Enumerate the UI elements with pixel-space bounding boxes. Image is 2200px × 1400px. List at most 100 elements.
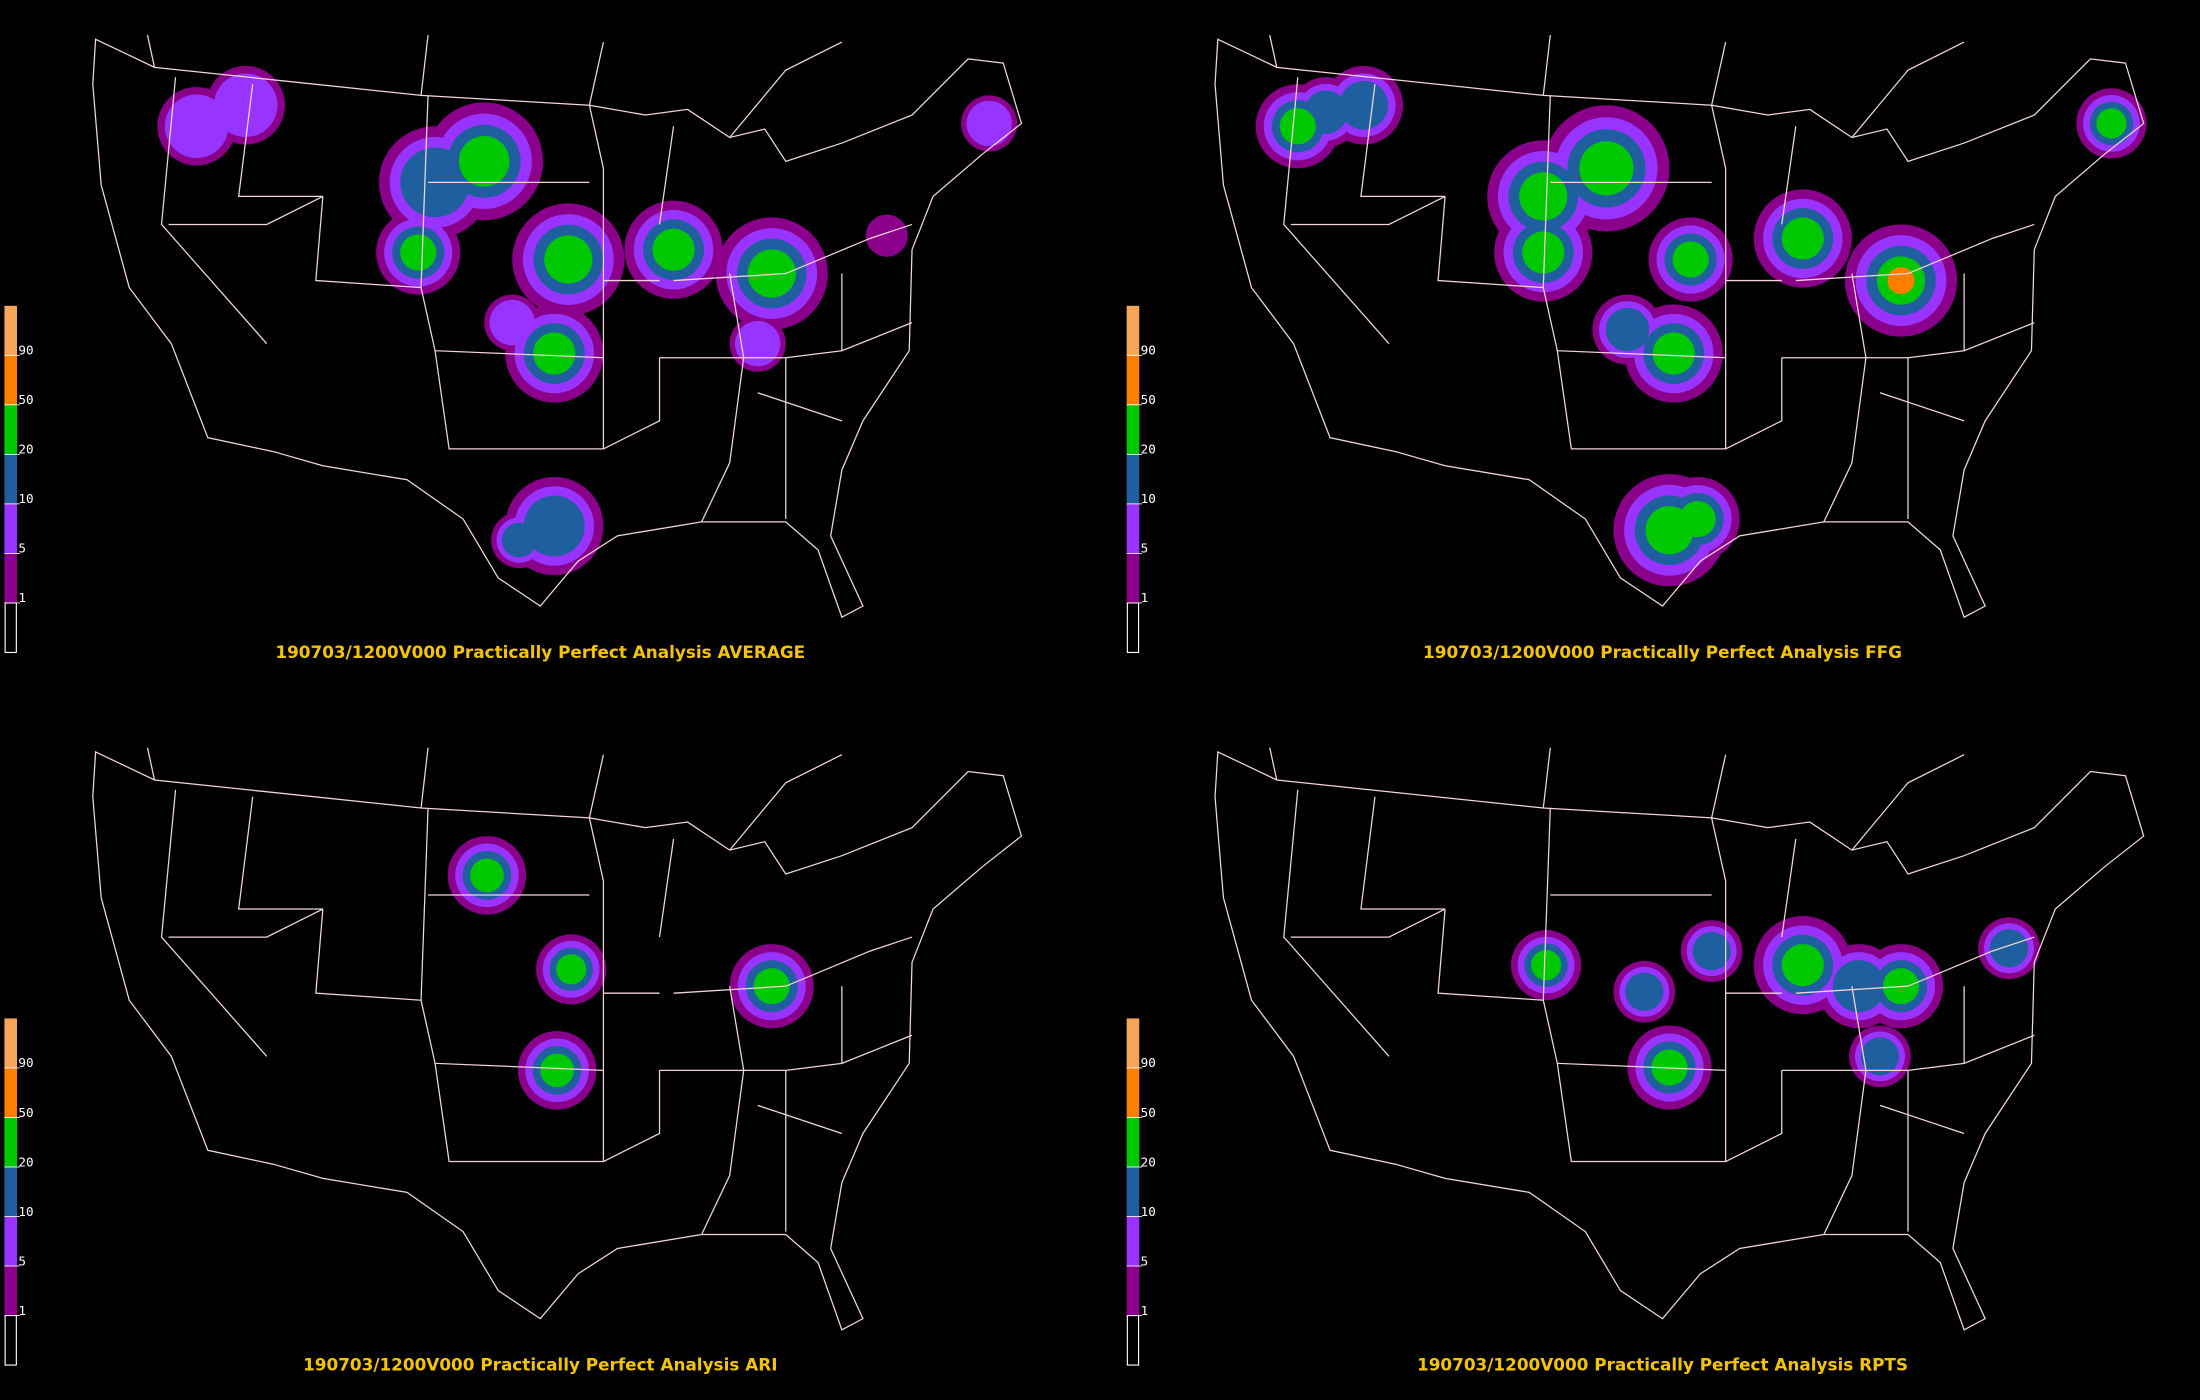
state-boundary (160, 789, 268, 1057)
probability-contour (747, 249, 796, 298)
state-boundary (1290, 908, 1446, 938)
colorbar-segment (1126, 1117, 1140, 1167)
probability-contour (540, 1053, 575, 1088)
state-boundary (1283, 789, 1390, 1057)
probability-contour (865, 214, 908, 257)
state-boundary (701, 273, 745, 523)
colorbar-label: 10 (1141, 1204, 1156, 1219)
state-boundary (603, 357, 661, 450)
probability-contour (501, 522, 537, 558)
state-boundary (1360, 796, 1446, 910)
state-boundary (729, 41, 843, 138)
colorbar-label: 1 (1141, 590, 1149, 605)
colorbar-segment (1126, 503, 1140, 554)
colorbar-label: 20 (1141, 1154, 1156, 1169)
colorbar-label: 5 (1141, 1253, 1149, 1268)
colorbar-segment (4, 1166, 18, 1217)
probability-contour (470, 858, 504, 893)
colorbar-label: 10 (1141, 491, 1156, 506)
colorbar-label: 20 (1141, 442, 1156, 457)
probability-contour (1339, 80, 1389, 130)
colorbar-label: 10 (18, 491, 33, 506)
state-boundary (757, 392, 843, 422)
state-boundary (1711, 754, 1727, 818)
state-boundary (237, 796, 323, 910)
probability-contour (1887, 267, 1915, 295)
state-boundary (146, 747, 156, 781)
colorbar-label: 90 (18, 343, 33, 358)
probability-contour (458, 135, 510, 187)
probability-contour (1781, 944, 1824, 987)
probability-contour (1692, 931, 1731, 971)
state-boundary (1879, 392, 1965, 422)
colorbar-segment (4, 1266, 18, 1316)
probability-contour (652, 228, 695, 271)
probability-contour (1989, 929, 2029, 968)
state-boundary (1556, 1063, 1727, 1163)
state-boundary (659, 1034, 913, 1071)
colorbar-label: 90 (1141, 1055, 1156, 1070)
colorbar-label: 20 (18, 442, 33, 457)
contour-layer (1255, 65, 2147, 587)
colorbar-segment (1126, 553, 1140, 603)
state-boundary (315, 807, 429, 1001)
probability-contour (2096, 108, 2127, 139)
state-boundary (1725, 357, 1783, 450)
state-boundary (1781, 1034, 2035, 1071)
colorbar-segment (4, 305, 18, 356)
colorbar-label: 5 (18, 541, 26, 556)
probability-contour (164, 94, 229, 159)
state-boundary (1851, 41, 1965, 138)
probability-contour (1860, 1037, 1900, 1076)
colorbar-segment (1126, 1166, 1140, 1217)
colorbar-segment (1126, 355, 1140, 405)
state-boundary (1725, 1070, 1783, 1163)
probability-contour (1579, 141, 1634, 196)
state-boundary (1781, 126, 1797, 225)
probability-contour (1531, 950, 1562, 981)
probability-contour (734, 320, 781, 367)
colorbar-label: 1 (1141, 1303, 1149, 1318)
state-boundary (1283, 77, 1390, 345)
probability-contour (556, 954, 587, 985)
state-boundary (434, 1063, 605, 1163)
colorbar-label: 20 (18, 1154, 33, 1169)
state-outline (92, 750, 1023, 1331)
state-boundary (588, 41, 605, 106)
state-boundary (701, 986, 745, 1235)
state-boundary (1542, 34, 1551, 96)
colorbar-segment (4, 553, 18, 603)
state-boundary (1823, 986, 1867, 1235)
map-panel: 1 5 10 20 50 90 190703/1200V000 Practically Pe… (4, 34, 1023, 662)
colorbar-empty (4, 602, 17, 654)
colorbar-segment (4, 404, 18, 455)
map-panel: 1 5 10 20 50 90 190703/1200V000 Practically Pe… (1126, 747, 2145, 1375)
colorbar-segment (1126, 1067, 1140, 1118)
state-boundary (1711, 41, 1727, 106)
colorbar-label: 90 (18, 1055, 33, 1070)
state-boundary (168, 908, 324, 938)
colorbar-label: 5 (1141, 541, 1149, 556)
state-outline (92, 38, 1023, 619)
colorbar-label: 1 (18, 1303, 26, 1318)
state-boundary (1290, 195, 1446, 226)
colorbar-segment (1126, 305, 1140, 356)
colorbar-segment (4, 1067, 18, 1118)
colorbar-segment (1126, 1216, 1140, 1267)
colorbar-segment (4, 1216, 18, 1267)
colorbar-label: 5 (18, 1253, 26, 1268)
colorbar-segment (4, 1018, 18, 1068)
probability-contour (1605, 307, 1650, 352)
state-boundary (729, 754, 843, 851)
colorbar-label: 50 (1141, 1105, 1156, 1120)
state-boundary (658, 126, 675, 225)
state-outline (1214, 750, 2145, 1331)
state-boundary (146, 34, 156, 68)
probability-contour (1522, 231, 1565, 274)
colorbar-segment (4, 454, 18, 504)
probability-contour (1279, 108, 1316, 145)
probability-contour (400, 234, 437, 271)
colorbar-label: 50 (18, 1105, 33, 1120)
state-boundary (434, 350, 605, 450)
